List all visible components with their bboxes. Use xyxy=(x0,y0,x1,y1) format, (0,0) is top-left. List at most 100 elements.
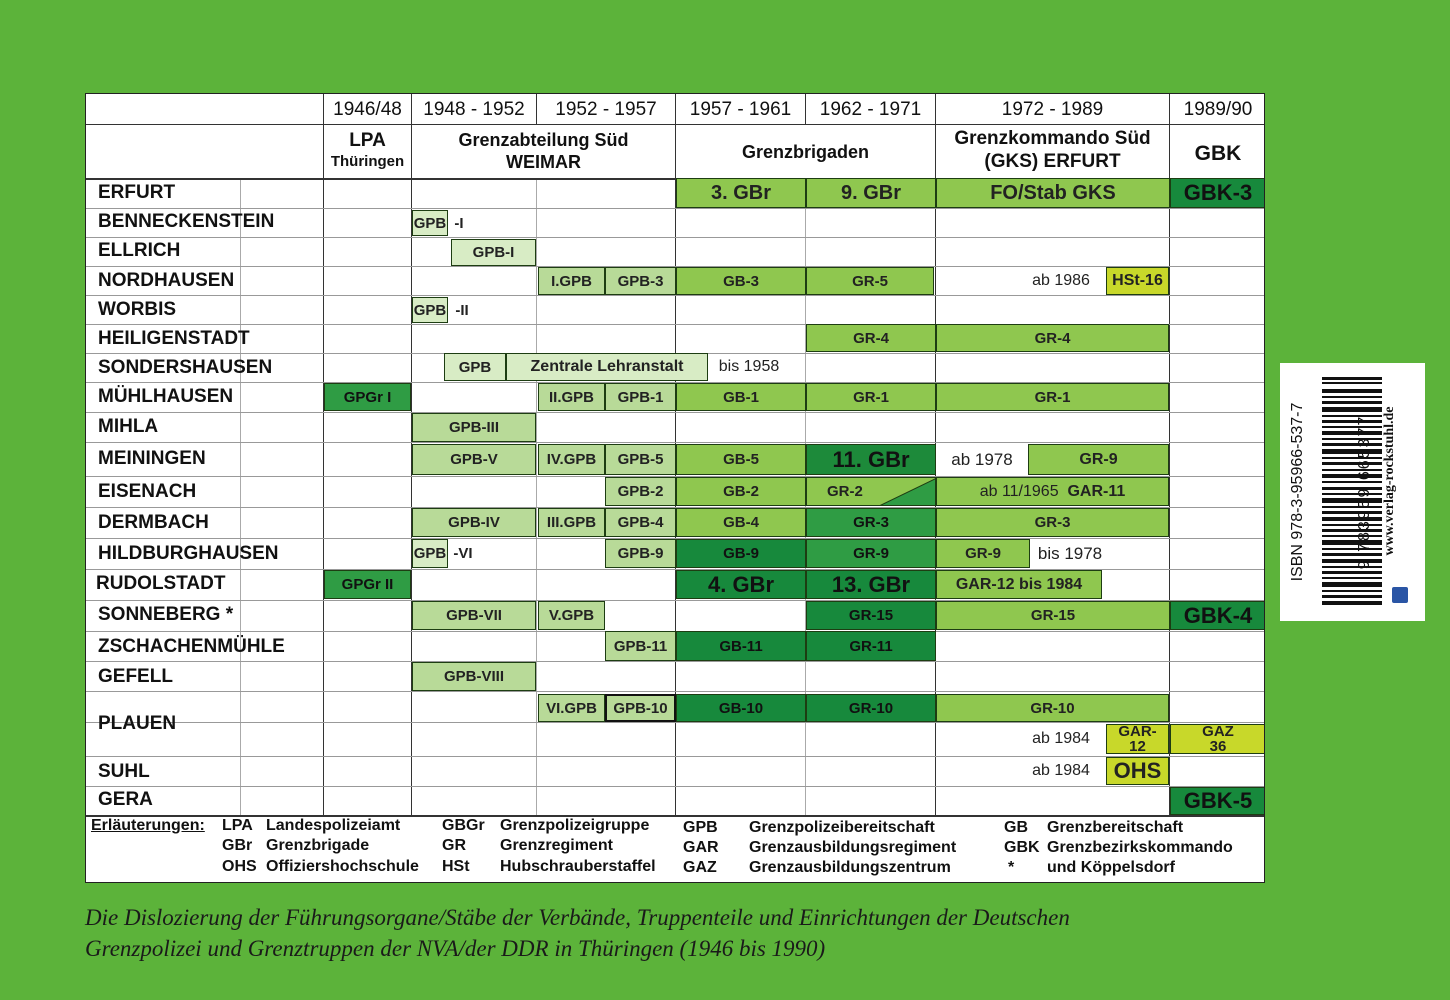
cell-eisenach-gar11: ab 11/1965 GAR-11 xyxy=(936,477,1169,506)
period-1957: 1957 - 1961 xyxy=(689,99,792,120)
publisher-url: www.verlag-rockstuhl.de xyxy=(1382,406,1397,556)
period-1946: 1946/48 xyxy=(333,99,402,120)
cell-plauen-gr10-b: GR-10 xyxy=(936,694,1169,722)
cell-plauen-vigpb: VI.GPB xyxy=(538,694,605,722)
cell-gefell-gpb-viii: GPB-VIII xyxy=(412,662,536,691)
cell-muehlhausen-gr1-a: GR-1 xyxy=(806,383,936,411)
cell-meiningen-ivgpb: IV.GPB xyxy=(538,444,605,475)
place-ellrich: ELLRICH xyxy=(98,240,181,261)
unit-gks: Grenzkommando Süd (GKS) ERFURT xyxy=(954,128,1151,172)
place-zschachenmuehle: ZSCHACHENMÜHLE xyxy=(98,636,285,657)
legend-abbr: * xyxy=(1008,859,1015,876)
cell-hildburghausen-gb9: GB-9 xyxy=(676,539,806,568)
cell-sondershausen-gpb: GPB xyxy=(444,353,506,381)
gr2-diagonal xyxy=(879,478,935,505)
cell-muehlhausen-gb1: GB-1 xyxy=(676,383,806,411)
legend-abbr: GAR xyxy=(683,839,719,856)
isbn-digits: 9 783959 665377 xyxy=(1356,414,1373,570)
cell-muehlhausen-gpb1: GPB-1 xyxy=(605,383,676,411)
place-nordhausen: NORDHAUSEN xyxy=(98,270,235,291)
legend-desc: Grenzregiment xyxy=(500,837,613,854)
place-muehlhausen: MÜHLHAUSEN xyxy=(98,386,234,407)
cell-nordhausen-ab1986: ab 1986 xyxy=(1032,272,1090,289)
cell-dermbach-gpb-iv: GPB-IV xyxy=(412,508,536,537)
cell-eisenach-gr2: GR-2 xyxy=(806,477,936,506)
cell-muehlhausen-gpgr-i: GPGr I xyxy=(324,383,411,411)
place-plauen: PLAUEN xyxy=(98,713,177,734)
cell-hildburghausen-gr9-a: GR-9 xyxy=(806,539,936,568)
cell-mihla-gpb-iii: GPB-III xyxy=(412,413,536,442)
cell-rudolstadt-gar12: GAR-12 bis 1984 xyxy=(936,570,1102,599)
cell-erfurt-3gbr: 3. GBr xyxy=(676,178,806,208)
legend-desc: Offiziershochschule xyxy=(266,858,419,875)
legend-desc: Landespolizeiamt xyxy=(266,817,401,834)
legend-desc: Grenzausbildungsregiment xyxy=(749,839,957,856)
cell-dermbach-gpb4: GPB-4 xyxy=(605,508,676,537)
isbn-text: ISBN 978-3-95966-537-7 xyxy=(1289,402,1306,582)
legend-desc: und Köppelsdorf xyxy=(1047,859,1175,876)
cell-zschachenmuehle-gpb11: GPB-11 xyxy=(605,631,676,661)
period-1962: 1962 - 1971 xyxy=(819,99,922,120)
cell-erfurt-fo-stab: FO/Stab GKS xyxy=(936,178,1170,208)
unit-grenzabteilung: Grenzabteilung Süd WEIMAR xyxy=(458,130,629,172)
place-dermbach: DERMBACH xyxy=(98,512,209,533)
cell-gera-gbk5: GBK-5 xyxy=(1170,787,1264,815)
cell-plauen-gar12: GAR- 12 xyxy=(1106,724,1169,754)
cell-nordhausen-gb3: GB-3 xyxy=(676,267,806,295)
period-1989: 1989/90 xyxy=(1183,99,1253,120)
legend-desc: Grenzbereitschaft xyxy=(1047,819,1184,836)
cell-sonneberg-gr15-b: GR-15 xyxy=(936,601,1170,630)
legend-abbr: GB xyxy=(1004,819,1028,836)
cell-sondershausen-lehranstalt: Zentrale Lehranstalt xyxy=(506,353,708,381)
legend-desc: Grenzpolizeibereitschaft xyxy=(749,819,935,836)
dislocation-chart: 1946/48 1948 - 1952 1952 - 1957 1957 - 1… xyxy=(85,93,1265,883)
place-hildburghausen: HILDBURGHAUSEN xyxy=(98,543,279,564)
period-1952: 1952 - 1957 xyxy=(555,99,657,120)
cell-meiningen-gr9: GR-9 xyxy=(1028,444,1169,475)
cell-zschachenmuehle-gb11: GB-11 xyxy=(676,631,806,661)
cell-eisenach-gb2: GB-2 xyxy=(676,477,806,506)
legend-desc: Grenzpolizeigruppe xyxy=(500,817,650,834)
cell-rudolstadt-4gbr: 4. GBr xyxy=(676,570,806,599)
caption: Die Dislozierung der Führungsorgane/Stäb… xyxy=(85,902,1385,964)
place-benneckenstein: BENNECKENSTEIN xyxy=(98,211,275,232)
cell-nordhausen-gr5: GR-5 xyxy=(806,267,934,295)
legend-abbr: LPA xyxy=(222,817,253,834)
legend-abbr: GPB xyxy=(683,819,718,836)
period-1948: 1948 - 1952 xyxy=(423,99,525,120)
legend-abbr: GR xyxy=(442,837,466,854)
cell-ellrich-gpb-i: GPB-I xyxy=(451,239,536,266)
cell-heiligenstadt-gr4-a: GR-4 xyxy=(806,324,936,352)
place-mihla: MIHLA xyxy=(98,416,159,437)
barcode-icon xyxy=(1322,377,1382,605)
unit-gbk: GBK xyxy=(1194,142,1242,165)
legend-abbr: GBGr xyxy=(442,817,485,834)
cell-hildburghausen-gpb9: GPB-9 xyxy=(605,539,676,568)
cell-plauen-gpb10: GPB-10 xyxy=(605,694,676,722)
cell-hildburghausen-gr9-b: GR-9 xyxy=(936,539,1030,568)
cell-sonneberg-gbk4: GBK-4 xyxy=(1170,601,1264,630)
cell-benneckenstein-i: -I xyxy=(454,214,464,232)
place-sonneberg: SONNEBERG * xyxy=(98,604,234,625)
legend-title: Erläuterungen: xyxy=(91,817,205,834)
legend-abbr: OHS xyxy=(222,858,257,875)
cell-heiligenstadt-gr4-b: GR-4 xyxy=(936,324,1169,352)
publisher-logo-icon xyxy=(1392,587,1408,603)
unit-grenzbrigaden: Grenzbrigaden xyxy=(741,142,870,162)
period-1972: 1972 - 1989 xyxy=(1001,99,1104,120)
cell-meiningen-ab1978: ab 1978 xyxy=(951,450,1013,469)
cell-nordhausen-gpb3: GPB-3 xyxy=(605,267,676,295)
cell-plauen-gr10-a: GR-10 xyxy=(806,694,936,722)
place-gefell: GEFELL xyxy=(98,666,173,687)
place-sondershausen: SONDERSHAUSEN xyxy=(98,357,273,378)
cell-dermbach-gr3-b: GR-3 xyxy=(936,508,1169,537)
legend-desc: Grenzausbildungszentrum xyxy=(749,859,951,876)
caption-line: Grenzpolizei und Grenztruppen der NVA/de… xyxy=(85,936,826,961)
cell-dermbach-gr3-a: GR-3 xyxy=(806,508,936,537)
cell-muehlhausen-gr1-b: GR-1 xyxy=(936,383,1169,411)
isbn-barcode-label: ISBN 978-3-95966-537-7 9 783959 665377 w… xyxy=(1280,363,1425,621)
legend-abbr: GBr xyxy=(222,837,253,854)
cell-hildburghausen-vi: -VI xyxy=(453,545,473,562)
cell-nordhausen-igpb: I.GPB xyxy=(538,267,605,295)
legend-desc: Grenzbrigade xyxy=(266,837,370,854)
